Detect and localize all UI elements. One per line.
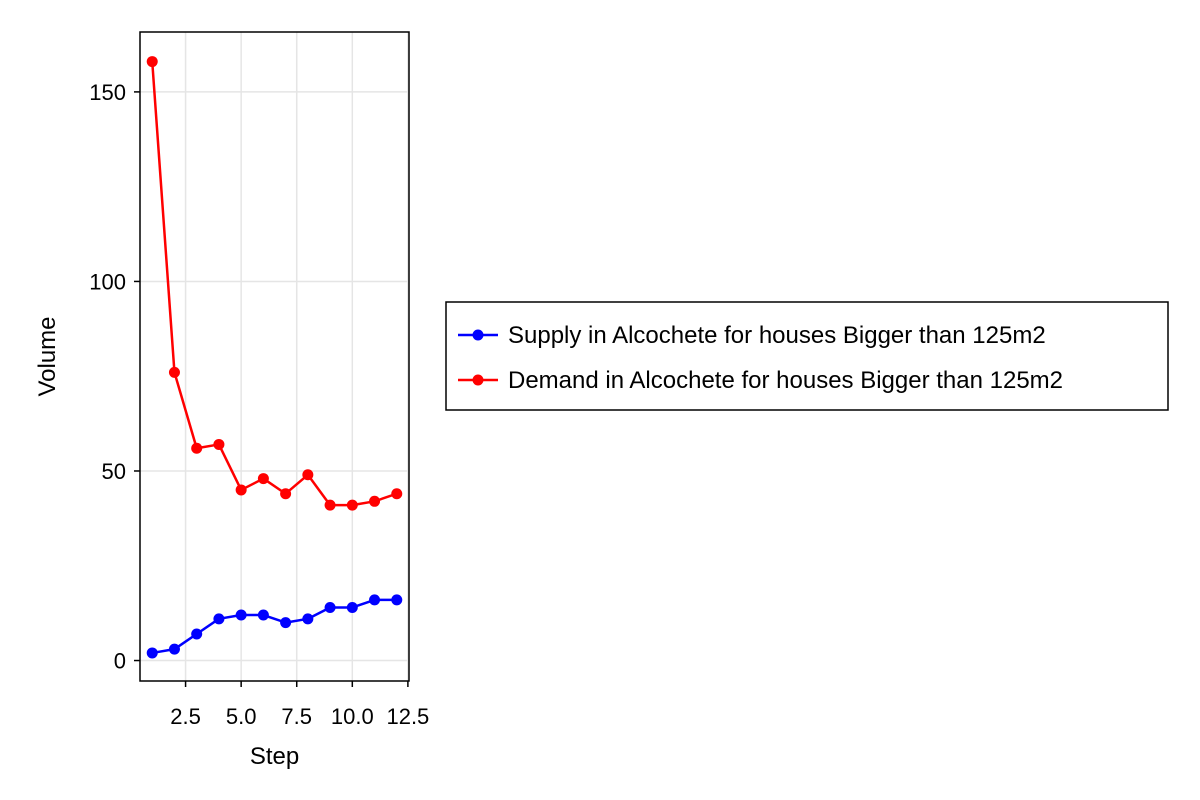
series-lines bbox=[150, 61, 398, 655]
x-tick-label: 2.5 bbox=[170, 704, 201, 729]
data-point bbox=[302, 469, 314, 481]
data-point bbox=[168, 366, 180, 378]
legend-label: Demand in Alcochete for houses Bigger th… bbox=[508, 367, 1063, 394]
data-point bbox=[369, 495, 381, 507]
x-tick-label: 7.5 bbox=[281, 704, 312, 729]
data-point bbox=[213, 613, 225, 625]
data-point bbox=[369, 594, 381, 606]
data-point bbox=[391, 488, 403, 500]
data-point bbox=[324, 601, 336, 613]
data-point bbox=[191, 628, 203, 640]
x-axis-label: Step bbox=[250, 743, 299, 770]
data-point bbox=[346, 601, 358, 613]
y-axis-label: Volume bbox=[34, 316, 61, 396]
x-tick-label: 10.0 bbox=[331, 704, 374, 729]
series-line bbox=[152, 598, 397, 655]
plot-frame bbox=[139, 31, 410, 682]
data-point bbox=[280, 488, 292, 500]
y-axis-ticks: 0 50 100 150 bbox=[89, 80, 140, 674]
grid-lines bbox=[140, 32, 409, 681]
data-point bbox=[302, 613, 314, 625]
legend-marker bbox=[472, 374, 484, 386]
x-tick-label: 12.5 bbox=[386, 704, 429, 729]
legend-label: Supply in Alcochete for houses Bigger th… bbox=[508, 322, 1046, 349]
data-point bbox=[346, 499, 358, 511]
data-point bbox=[257, 473, 269, 485]
data-point bbox=[324, 499, 336, 511]
y-tick-label: 150 bbox=[89, 80, 126, 105]
data-point bbox=[168, 643, 180, 655]
data-point bbox=[257, 609, 269, 621]
data-point bbox=[191, 442, 203, 454]
data-point bbox=[391, 594, 403, 606]
data-point bbox=[213, 438, 225, 450]
y-tick-label: 100 bbox=[89, 269, 126, 294]
data-point bbox=[235, 609, 247, 621]
data-point bbox=[146, 56, 158, 68]
x-axis-ticks: 2.5 5.0 7.5 10.0 12.5 bbox=[170, 681, 429, 729]
y-tick-label: 0 bbox=[114, 649, 126, 674]
data-point bbox=[235, 484, 247, 496]
x-tick-label: 5.0 bbox=[226, 704, 257, 729]
series-points bbox=[146, 56, 403, 659]
y-tick-label: 50 bbox=[102, 459, 126, 484]
legend: Supply in Alcochete for houses Bigger th… bbox=[445, 301, 1169, 411]
legend-box bbox=[445, 301, 1169, 411]
data-point bbox=[146, 647, 158, 659]
legend-marker bbox=[472, 329, 484, 341]
series-line bbox=[150, 61, 398, 507]
data-point bbox=[280, 617, 292, 629]
